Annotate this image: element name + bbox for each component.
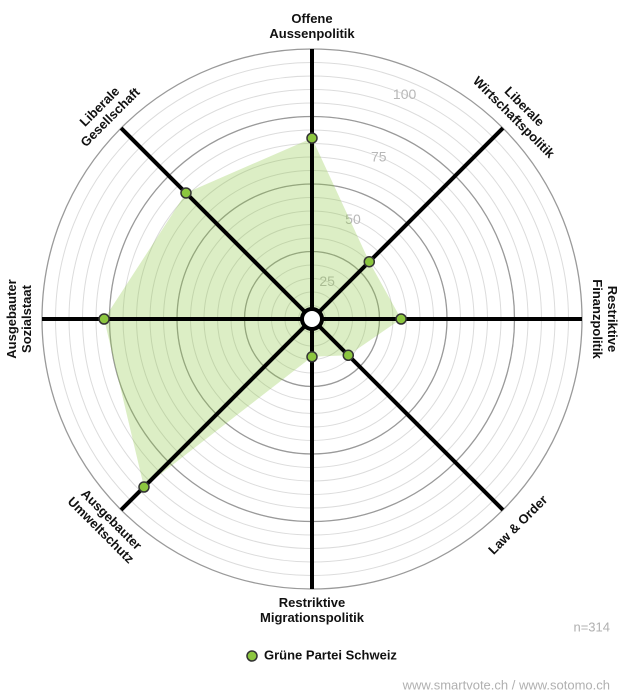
data-point bbox=[306, 132, 318, 144]
data-point bbox=[363, 255, 376, 268]
axis-line bbox=[119, 126, 314, 321]
axis-line bbox=[310, 126, 505, 321]
legend-label: Grüne Partei Schweiz bbox=[264, 647, 397, 662]
axis-label: Offene bbox=[291, 11, 332, 26]
sample-size: n=314 bbox=[573, 619, 610, 634]
r-tick-label: 100 bbox=[393, 86, 417, 102]
r-tick-label: 50 bbox=[345, 211, 361, 227]
data-point bbox=[342, 349, 355, 362]
axis-label: Sozialstaat bbox=[19, 284, 34, 353]
series-area bbox=[104, 138, 402, 488]
axis-label-group: Ausgebauter Sozialstaat bbox=[4, 279, 34, 358]
axis-label: Aussenpolitik bbox=[269, 26, 355, 41]
axis-label: Finanzpolitik bbox=[590, 279, 605, 359]
legend-marker bbox=[246, 650, 258, 662]
data-point bbox=[98, 313, 110, 325]
axis-label: Restriktive bbox=[279, 595, 345, 610]
data-point bbox=[180, 187, 192, 199]
axis-line bbox=[310, 317, 505, 512]
center-hub bbox=[300, 307, 324, 331]
source: www.smartvote.ch / www.sotomo.ch bbox=[402, 677, 610, 692]
r-tick-label: 75 bbox=[371, 148, 387, 164]
axis-label: Restriktive bbox=[605, 286, 620, 352]
axis-label: Ausgebauter bbox=[4, 279, 19, 358]
axis-line bbox=[119, 317, 314, 512]
axis-label: Migrationspolitik bbox=[260, 610, 365, 625]
data-point bbox=[138, 481, 150, 493]
r-tick-label: 25 bbox=[319, 273, 335, 289]
data-point bbox=[395, 313, 407, 325]
data-point bbox=[306, 351, 318, 363]
